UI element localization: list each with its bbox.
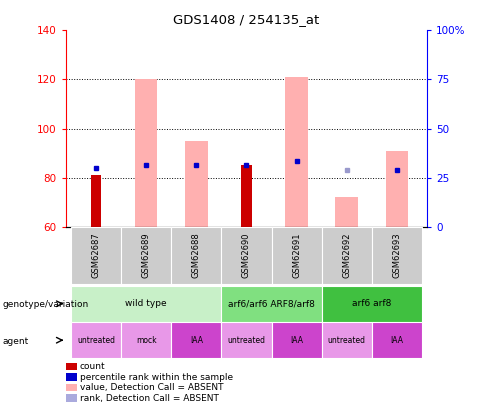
Text: GSM62691: GSM62691 xyxy=(292,232,301,278)
Bar xyxy=(271,227,322,284)
Text: GSM62692: GSM62692 xyxy=(342,232,351,278)
Text: mock: mock xyxy=(136,336,157,345)
Bar xyxy=(222,227,271,284)
Bar xyxy=(271,322,322,358)
Bar xyxy=(372,322,422,358)
Bar xyxy=(222,322,271,358)
Text: wild type: wild type xyxy=(125,299,167,308)
Bar xyxy=(71,322,121,358)
Bar xyxy=(322,286,422,322)
Bar xyxy=(285,77,308,227)
Text: GSM62688: GSM62688 xyxy=(192,232,201,278)
Bar xyxy=(335,197,358,227)
Text: IAA: IAA xyxy=(390,336,404,345)
Bar xyxy=(135,79,158,227)
Text: arf6 arf8: arf6 arf8 xyxy=(352,299,391,308)
Bar xyxy=(121,227,171,284)
Text: GSM62690: GSM62690 xyxy=(242,232,251,278)
Bar xyxy=(71,227,121,284)
Bar xyxy=(71,286,222,322)
Text: IAA: IAA xyxy=(290,336,303,345)
Text: untreated: untreated xyxy=(328,336,366,345)
Text: agent: agent xyxy=(2,337,29,345)
Text: GSM62687: GSM62687 xyxy=(91,232,101,278)
Text: arf6/arf6 ARF8/arf8: arf6/arf6 ARF8/arf8 xyxy=(228,299,315,308)
Text: count: count xyxy=(80,362,105,371)
Bar xyxy=(242,165,251,227)
Text: IAA: IAA xyxy=(190,336,203,345)
Text: value, Detection Call = ABSENT: value, Detection Call = ABSENT xyxy=(80,383,223,392)
Text: untreated: untreated xyxy=(227,336,265,345)
Bar xyxy=(185,141,207,227)
Bar xyxy=(91,175,101,227)
Bar xyxy=(386,151,408,227)
Bar xyxy=(322,227,372,284)
Bar xyxy=(121,322,171,358)
Text: GSM62689: GSM62689 xyxy=(142,232,151,278)
Text: GSM62693: GSM62693 xyxy=(392,232,402,278)
Text: untreated: untreated xyxy=(77,336,115,345)
Bar xyxy=(322,322,372,358)
Bar xyxy=(222,286,322,322)
Text: rank, Detection Call = ABSENT: rank, Detection Call = ABSENT xyxy=(80,394,219,403)
Title: GDS1408 / 254135_at: GDS1408 / 254135_at xyxy=(173,13,320,26)
Text: percentile rank within the sample: percentile rank within the sample xyxy=(80,373,233,382)
Text: genotype/variation: genotype/variation xyxy=(2,300,89,309)
Bar xyxy=(372,227,422,284)
Bar xyxy=(171,322,222,358)
Bar xyxy=(171,227,222,284)
